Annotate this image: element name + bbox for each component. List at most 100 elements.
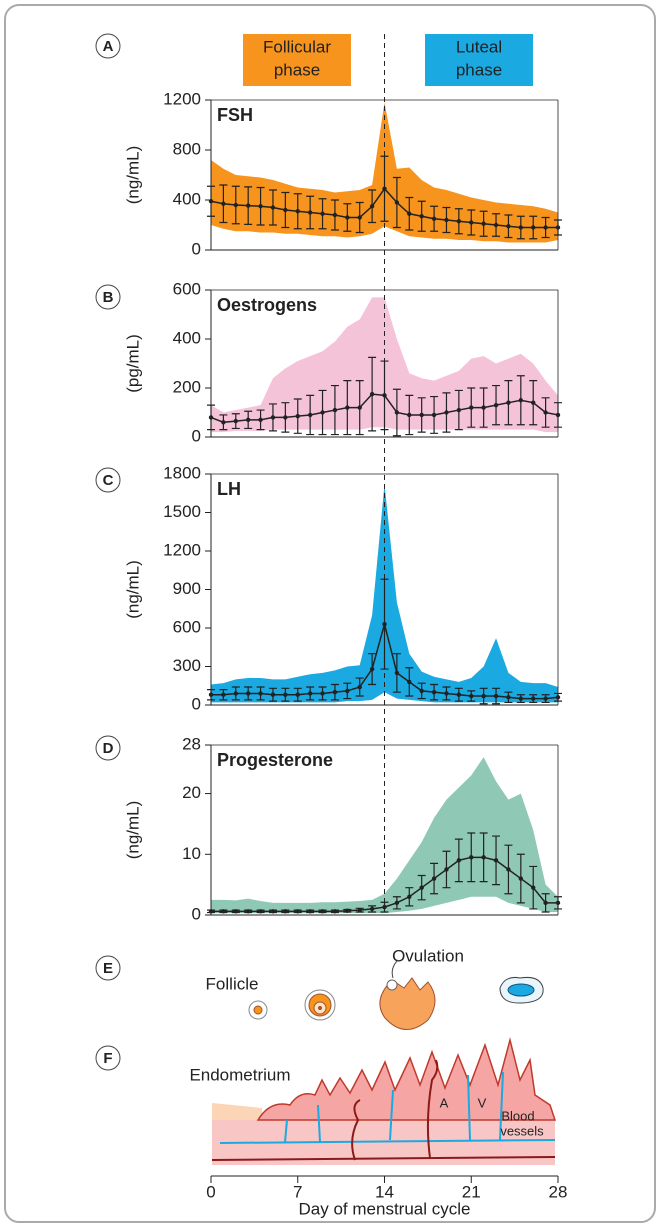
mean-point: [543, 225, 548, 230]
mean-point: [357, 684, 362, 690]
mean-point: [245, 691, 251, 696]
phase-box: [243, 34, 351, 86]
mean-point: [456, 692, 462, 697]
mean-point: [456, 219, 462, 224]
panel-letter: B: [103, 289, 114, 306]
y-tick-label: 1200: [163, 540, 201, 559]
mean-point: [469, 405, 474, 410]
panel-circle: [95, 467, 121, 493]
ruptured-follicle: [379, 977, 436, 1030]
mean-point: [481, 693, 486, 699]
y-tick-label: 600: [173, 279, 201, 298]
mean-point: [320, 909, 325, 914]
mean-point: [493, 222, 499, 228]
mean-point: [431, 689, 437, 695]
mean-point: [369, 204, 375, 209]
mean-point: [394, 670, 400, 676]
y-tick-label: 1500: [163, 502, 201, 521]
mean-point: [258, 417, 263, 423]
mean-point: [444, 691, 449, 696]
follicle-label: Follicle: [206, 974, 259, 993]
mean-point: [345, 688, 350, 694]
mean-point: [419, 688, 424, 694]
mean-point: [419, 214, 424, 219]
mean-point: [481, 221, 486, 226]
mean-point: [543, 900, 548, 906]
chart-title: LH: [217, 479, 241, 499]
mean-point: [407, 211, 412, 216]
y-tick-label: 0: [192, 694, 201, 713]
mean-point: [407, 894, 412, 899]
mean-point: [431, 412, 437, 418]
mean-point: [233, 418, 238, 424]
mean-point: [407, 412, 412, 418]
y-tick-label: 0: [192, 239, 201, 258]
functional-layer: [256, 1037, 557, 1121]
mean-point: [332, 909, 338, 914]
corpus-luteum-core: [507, 983, 535, 997]
mean-point: [345, 908, 350, 913]
y-axis-label: (pg/mL): [123, 334, 142, 393]
artery-label: A: [440, 1095, 449, 1110]
mean-point: [245, 203, 251, 208]
mean-point: [369, 391, 375, 397]
panel-letter: C: [103, 472, 114, 489]
mean-point: [382, 621, 387, 627]
mean-point: [394, 200, 400, 205]
mean-point: [320, 410, 325, 415]
artery: [211, 1156, 556, 1161]
mean-point: [283, 692, 288, 697]
y-tick-label: 20: [182, 783, 201, 802]
panel-letter: A: [103, 38, 114, 55]
mean-point: [506, 400, 511, 405]
mean-point: [221, 909, 226, 914]
ovulation-label: Ovulation: [392, 946, 464, 965]
mean-point: [283, 207, 288, 213]
panel-letter: F: [103, 1050, 112, 1067]
y-tick-label: 400: [173, 189, 201, 208]
mean-point: [332, 407, 338, 413]
x-tick-label: 21: [462, 1182, 481, 1201]
x-tick-label: 0: [206, 1182, 215, 1201]
oocyte: [318, 1006, 322, 1010]
mean-point: [469, 220, 474, 225]
mean-point: [270, 909, 276, 914]
vessel-branch: [284, 1071, 504, 1143]
vein-label: V: [478, 1095, 487, 1110]
vessels-label: Blood: [501, 1108, 534, 1123]
mean-point: [332, 689, 338, 695]
mean-point: [419, 412, 424, 418]
phase-box: [425, 34, 533, 86]
mean-point: [369, 666, 375, 672]
chart: 0 200 400 600 (pg/mL) Oestrogens B: [95, 279, 562, 445]
mean-point: [444, 867, 449, 872]
mean-point: [444, 410, 449, 415]
mean-point: [407, 679, 412, 685]
phase-label: phase: [456, 60, 502, 79]
chart-title: Progesterone: [217, 750, 333, 770]
y-tick-label: 200: [173, 377, 201, 396]
x-axis-label: Day of menstrual cycle: [299, 1199, 471, 1218]
x-tick-label: 7: [293, 1182, 302, 1201]
y-tick-label: 28: [182, 734, 201, 753]
phase-label: Follicular: [263, 37, 331, 56]
vessel: [219, 1139, 556, 1144]
mean-point: [307, 691, 313, 696]
mean-point: [531, 696, 536, 701]
mean-point: [307, 909, 313, 914]
mean-point: [270, 692, 276, 697]
chart-title: Oestrogens: [217, 295, 317, 315]
endometrium-label: Endometrium: [189, 1065, 290, 1084]
mean-point: [332, 212, 338, 218]
mean-point: [258, 691, 263, 696]
mean-point: [221, 420, 226, 425]
mean-point: [531, 225, 536, 230]
mean-point: [456, 407, 462, 413]
panel-circle: [95, 955, 121, 981]
mean-point: [270, 205, 276, 210]
y-axis-label: (ng/mL): [123, 146, 142, 205]
y-tick-label: 10: [182, 844, 201, 863]
mean-point: [295, 692, 300, 697]
illustrations: E Follicle Ovulation F Endometrium A V B…: [95, 946, 557, 1165]
x-tick-label: 28: [549, 1182, 568, 1201]
